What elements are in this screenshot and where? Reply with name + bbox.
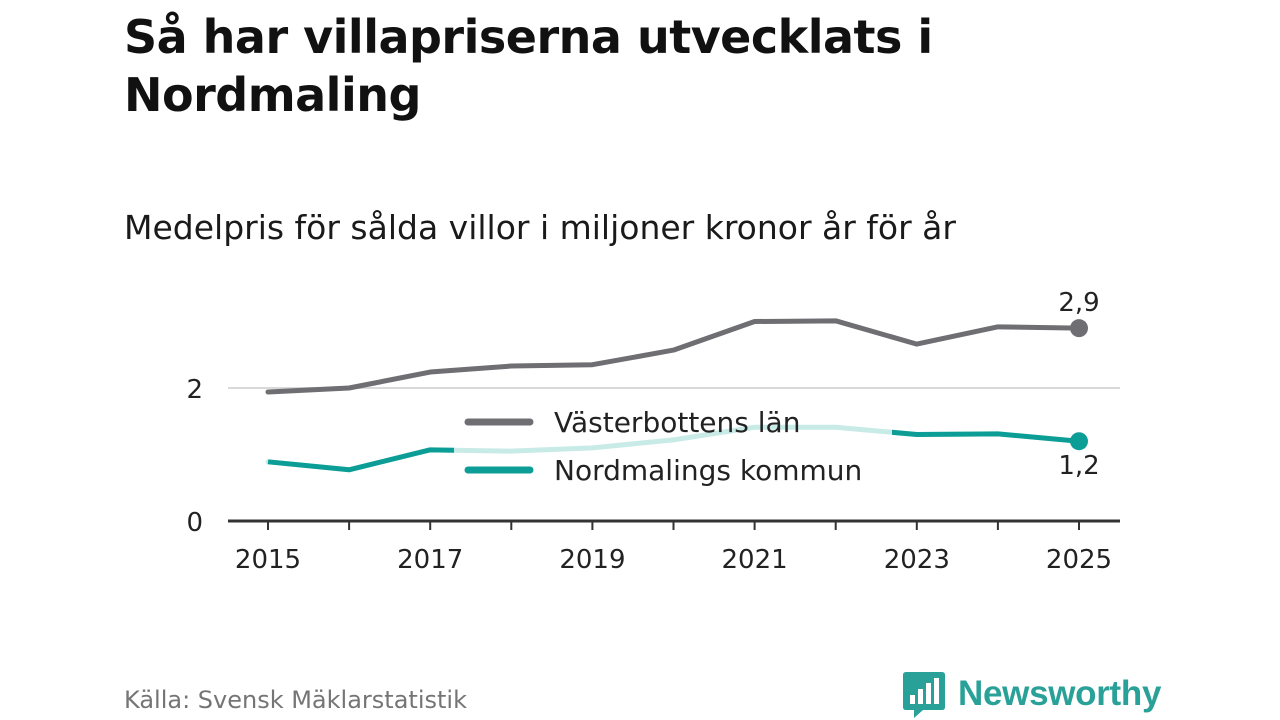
newsworthy-logo-icon [903,672,945,718]
end-label-vasterbotten: 2,9 [1058,288,1099,318]
axes: 0 2 2015 2017 2019 2021 2023 2025 [186,375,1120,575]
end-labels: 2,9 1,2 [1058,288,1099,481]
brand-name: Newsworthy [958,674,1162,713]
legend: Västerbottens län Nordmalings kommun [464,406,862,487]
end-label-nordmaling: 1,2 [1058,451,1099,481]
brand-logo: Newsworthy [902,668,1161,720]
x-tick-label: 2021 [722,545,788,575]
legend-label-vasterbotten: Västerbottens län [554,406,800,439]
line-chart: Västerbottens län Nordmalings kommun 0 2 20… [186,288,1120,575]
y-tick-label: 0 [186,508,203,538]
x-tick-label: 2019 [559,545,625,575]
x-tick-label: 2023 [884,545,950,575]
chart-subtitle: Medelpris för sålda villor i miljoner kr… [124,208,956,247]
series-endpoint-vasterbotten [1070,319,1088,338]
y-tick-label: 2 [186,375,203,405]
series-line-vasterbotten [265,318,1082,395]
source-note: Källa: Svensk Mäklarstatistik [124,686,467,714]
series-lines [265,318,1088,473]
chart-title: Så har villapriserna utvecklats i Nordma… [124,10,933,122]
legend-label-nordmaling: Nordmalings kommun [554,454,862,487]
x-tick-label: 2015 [235,545,301,575]
series-endpoint-nordmaling [1070,432,1088,451]
x-tick-label: 2025 [1046,545,1112,575]
x-tick-label: 2017 [397,545,463,575]
